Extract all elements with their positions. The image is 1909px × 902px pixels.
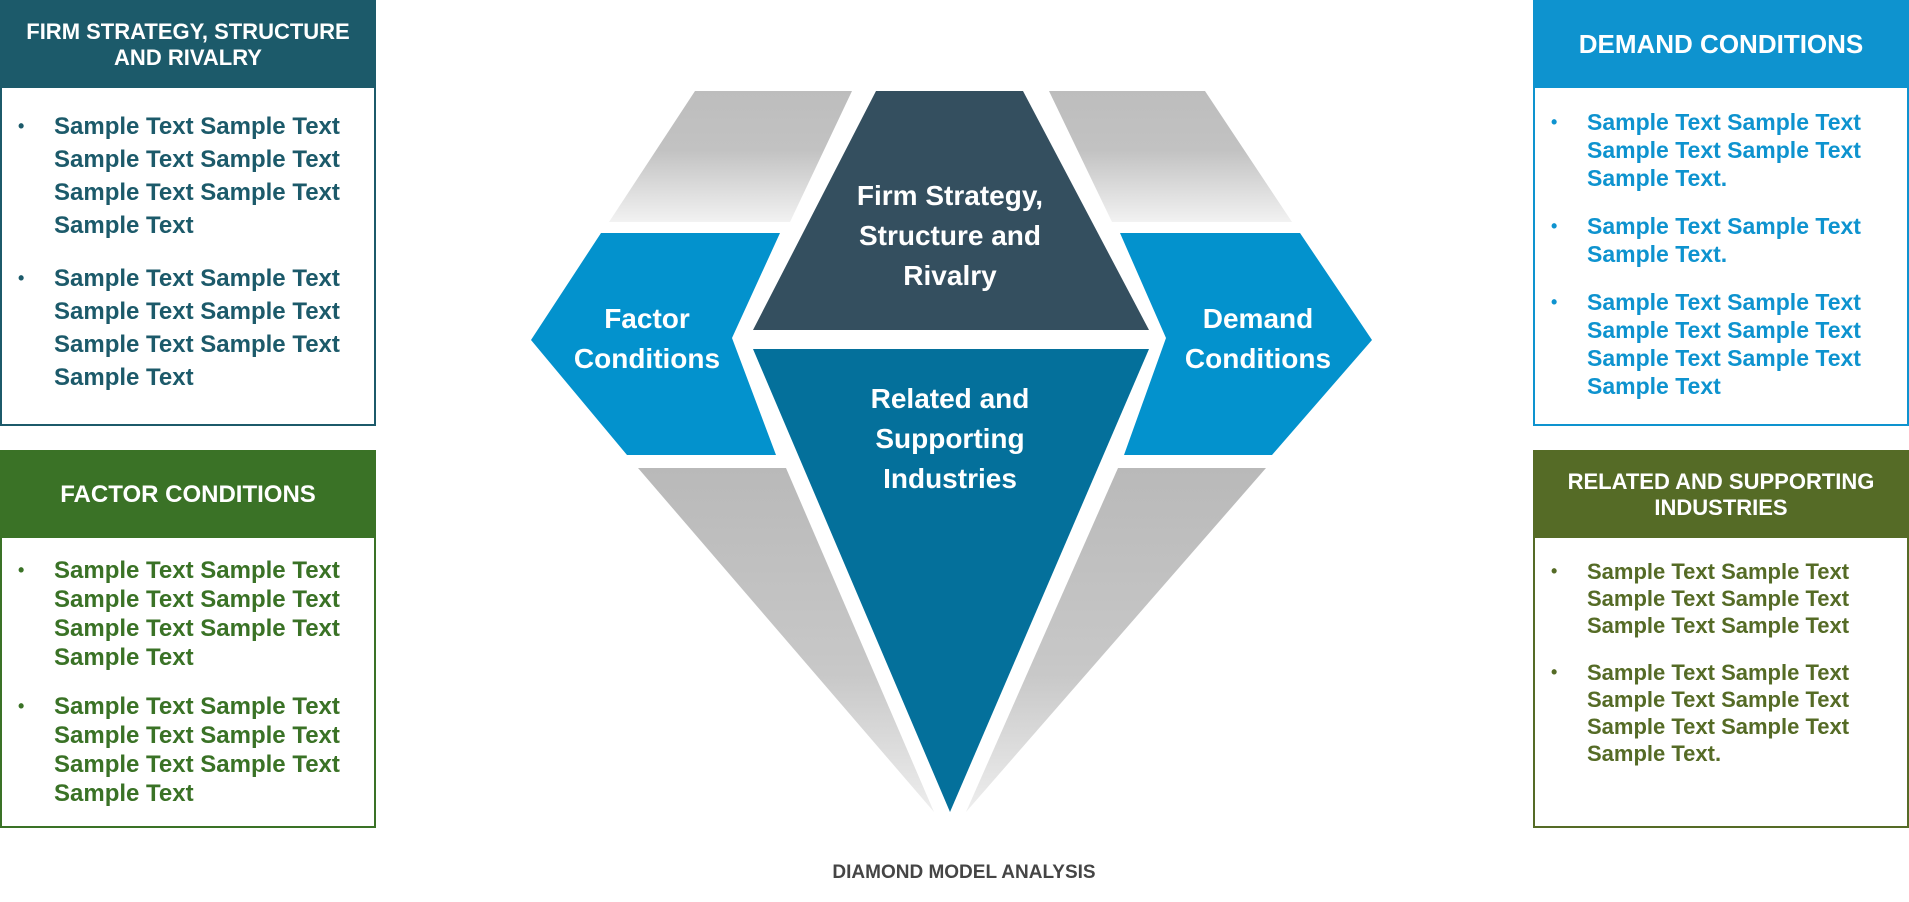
list-item: • Sample Text Sample Text Sample Text Sam… (18, 556, 354, 672)
segment-related-industries (753, 349, 1149, 812)
firm-strategy-label: Firm Strategy, Structure and Rivalry (856, 180, 1044, 291)
facet-top-right (1049, 91, 1292, 222)
bullet-icon: • (1551, 216, 1558, 236)
related-industries-list: • Sample Text Sample Text Sample Text Sam… (1535, 538, 1907, 767)
list-item: • Sample Text Sample Text Sample Text Sam… (1551, 108, 1887, 192)
demand-conditions-title: DEMAND CONDITIONS (1535, 2, 1907, 88)
bullet-icon: • (1551, 112, 1558, 132)
list-item: • Sample Text Sample Text Sample Text Sam… (18, 110, 354, 242)
firm-strategy-list: • Sample Text Sample Text Sample Text Sam… (2, 88, 374, 394)
list-item-text: Sample Text Sample Text Sample Text Samp… (54, 113, 340, 239)
list-item: • Sample Text Sample Text Sample Text Sam… (18, 262, 354, 394)
factor-conditions-panel: FACTOR CONDITIONS • Sample Text Sample Te… (0, 450, 376, 828)
firm-strategy-panel: FIRM STRATEGY, STRUCTURE AND RIVALRY • Sa… (0, 0, 376, 426)
list-item: • Sample Text Sample Text Sample Text Sam… (1551, 558, 1887, 639)
factor-conditions-title: FACTOR CONDITIONS (2, 452, 374, 538)
list-item-text: Sample Text Sample Text Sample Text Samp… (54, 693, 340, 807)
bullet-icon: • (18, 116, 25, 136)
factor-conditions-list: • Sample Text Sample Text Sample Text Sam… (2, 538, 374, 808)
facet-top-left (609, 91, 852, 222)
list-item-text: Sample Text Sample Text Sample Text Samp… (54, 557, 340, 671)
bullet-icon: • (1551, 292, 1558, 312)
bullet-icon: • (18, 560, 25, 580)
facet-bottom-left (638, 468, 934, 812)
related-industries-title: RELATED AND SUPPORTING INDUSTRIES (1535, 452, 1907, 538)
demand-conditions-list: • Sample Text Sample Text Sample Text Sam… (1535, 88, 1907, 400)
bullet-icon: • (1551, 662, 1558, 682)
list-item-text: Sample Text Sample Text Sample Text Samp… (1587, 559, 1850, 638)
list-item-text: Sample Text Sample Text Sample Text Samp… (1587, 660, 1850, 766)
bullet-icon: • (1551, 561, 1558, 581)
list-item-text: Sample Text Sample Text Sample Text Samp… (1587, 109, 1861, 191)
factor-conditions-label: Factor Conditions (573, 303, 721, 374)
list-item: • Sample Text Sample Text Sample Text Sam… (1551, 288, 1887, 400)
facet-bottom-right (966, 468, 1266, 812)
list-item: • Sample Text Sample Text Sample Text Sam… (1551, 659, 1887, 767)
related-industries-label: Related and Supporting Industries (870, 383, 1030, 494)
related-industries-panel: RELATED AND SUPPORTING INDUSTRIES • Sampl… (1533, 450, 1909, 828)
list-item-text: Sample Text Sample Text Sample Text. (1587, 213, 1861, 267)
demand-conditions-label: Demand Conditions (1184, 303, 1332, 374)
segment-demand-conditions (1120, 233, 1372, 455)
list-item-text: Sample Text Sample Text Sample Text Samp… (54, 265, 340, 391)
segment-factor-conditions (531, 233, 780, 455)
segment-firm-strategy (753, 91, 1149, 330)
bullet-icon: • (18, 268, 25, 288)
diagram-caption: DIAMOND MODEL ANALYSIS (832, 862, 1096, 883)
list-item-text: Sample Text Sample Text Sample Text Samp… (1587, 289, 1861, 399)
firm-strategy-title: FIRM STRATEGY, STRUCTURE AND RIVALRY (2, 2, 374, 88)
list-item: • Sample Text Sample Text Sample Text. (1551, 212, 1887, 268)
bullet-icon: • (18, 696, 25, 716)
list-item: • Sample Text Sample Text Sample Text Sam… (18, 692, 354, 808)
demand-conditions-panel: DEMAND CONDITIONS • Sample Text Sample Te… (1533, 0, 1909, 426)
